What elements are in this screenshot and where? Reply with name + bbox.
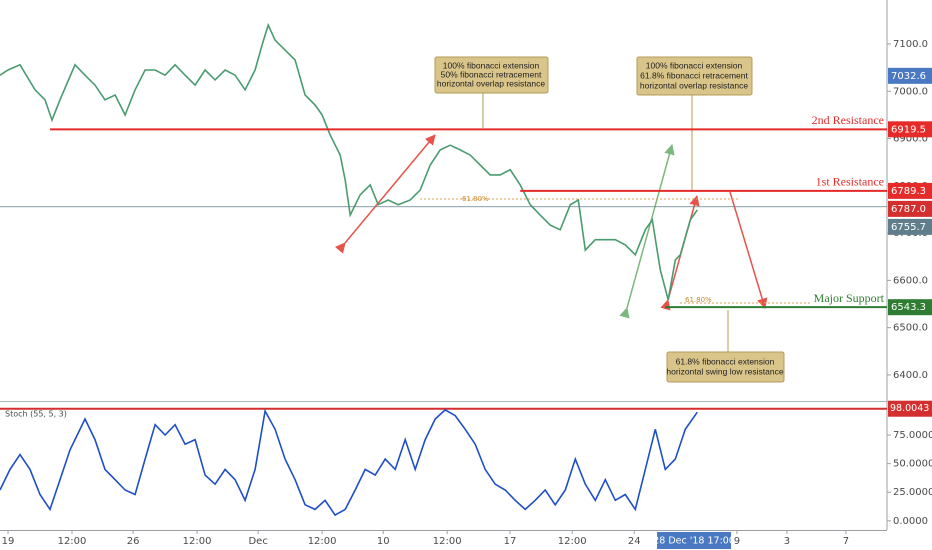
arrow [729, 191, 768, 310]
x-tick-label: 9 [734, 536, 740, 547]
x-tick-label: 26 [127, 536, 140, 547]
x-tick-label: 3 [784, 536, 790, 547]
arrow [619, 143, 675, 319]
x-tick-label: 19 [2, 536, 15, 547]
y-tick-label: 50.0000 [893, 459, 932, 470]
crosshair-tag [657, 532, 732, 549]
x-tick-label: 10 [377, 536, 390, 547]
arrows: 61.80% 61.80% [334, 134, 810, 319]
crosshair-label: 28 Dec '18 17:00 [653, 536, 735, 547]
x-tick-label: 12:00 [433, 536, 462, 547]
callout-box [666, 351, 785, 383]
level-label: 1st Resistance [816, 175, 884, 189]
callout-text: 50% fibonacci retracement [441, 69, 542, 79]
callout-text: horizontal overlap resistance [640, 80, 748, 90]
price-tag [888, 121, 932, 138]
x-tick-label: 7 [843, 536, 849, 547]
x-tick-label: Dec [248, 536, 267, 547]
x-tick-label: 12:00 [183, 536, 212, 547]
price-tag [888, 200, 932, 217]
y-tick-label: 6400.0 [893, 370, 928, 381]
x-tick-label: 12:00 [58, 536, 87, 547]
x-tick-label: 17 [504, 536, 517, 547]
price-tag [888, 182, 932, 199]
y-tick-label: 25.0000 [893, 487, 932, 498]
y-tick-label: 7000.0 [893, 86, 928, 97]
fib-label: 61.80% [462, 195, 489, 203]
x-tick-label: 12:00 [558, 536, 587, 547]
callouts: 100% fibonacci extension 50% fibonacci r… [434, 56, 785, 383]
callout-box [636, 56, 753, 96]
level-label: 2nd Resistance [812, 113, 884, 127]
price-tag-label: 6787.0 [891, 204, 926, 215]
price-tag-label: 6789.3 [891, 186, 926, 197]
series-line [0, 408, 698, 517]
y-tick-label: 75.0000 [893, 430, 932, 441]
callout-box [434, 56, 549, 94]
price-tag-label: 6543.3 [891, 302, 926, 313]
y-tick-label: 0.0000 [893, 516, 928, 527]
x-tick-label: 12:00 [308, 536, 337, 547]
stoch-level-label: 98.0043 [890, 403, 929, 414]
y-tick-label: 7100.0 [893, 39, 928, 50]
callout-text: 100% fibonacci extension [646, 60, 743, 70]
price-tag [888, 218, 932, 235]
price-tag-label: 7032.6 [891, 71, 926, 82]
callout-text: horizontal overlap resistance [437, 78, 545, 88]
callout-text: 61.8% fibonacci retracement [640, 70, 748, 80]
callout-text: 61.8% fibonacci extension [676, 356, 775, 366]
y-tick-label: 6600.0 [893, 275, 928, 286]
series-line [0, 22, 698, 301]
price-tag-label: 6919.5 [891, 124, 926, 135]
stoch-level-tag [888, 400, 932, 417]
fib-label: 61.80% [685, 296, 712, 304]
callout-text: horizontal swing low resistance [666, 366, 783, 376]
x-tick-label: 24 [628, 536, 641, 547]
y-tick-label: 6900.0 [893, 134, 928, 145]
price-tag [888, 299, 932, 316]
price-tag [888, 67, 932, 84]
arrow [334, 134, 436, 254]
stoch-title: Stoch (55, 5, 3) [5, 410, 67, 419]
price-tag-label: 6755.7 [891, 222, 926, 233]
y-tick-label: 6500.0 [893, 323, 928, 334]
level-label: Major Support [814, 291, 885, 305]
panes [0, 0, 932, 531]
callout-text: 100% fibonacci extension [443, 60, 540, 70]
